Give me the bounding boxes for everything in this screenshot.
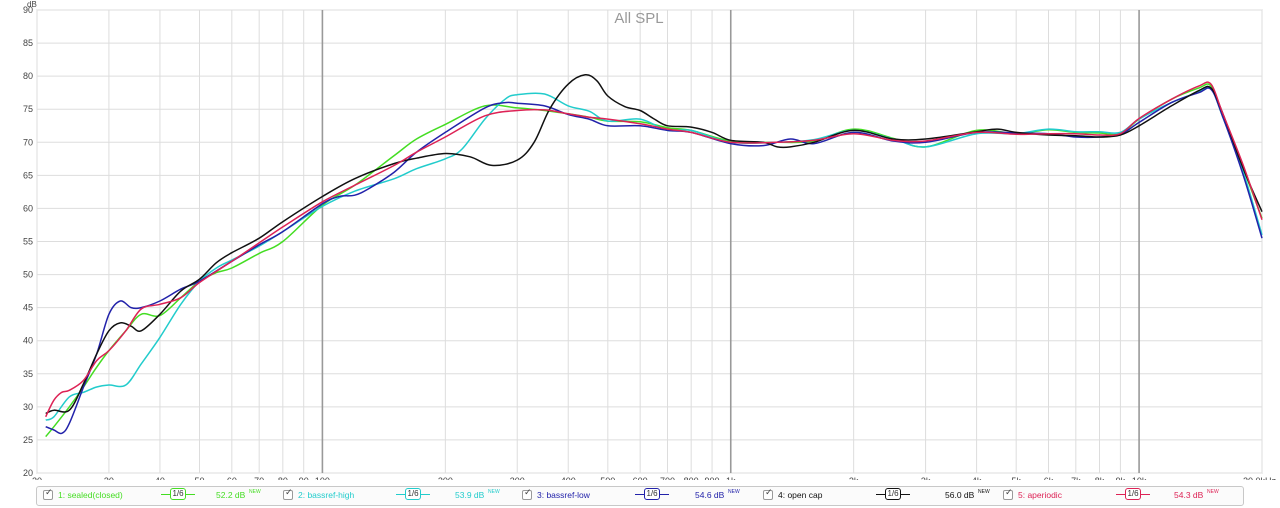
x-tick-label: 9k — [1116, 476, 1126, 480]
legend-level: 53.9 dB — [455, 490, 485, 500]
legend-item-open-cap: ✓ 4: open cap 1/6 56.0 dB NEW — [763, 487, 1003, 505]
x-tick-label: 40 — [155, 476, 165, 480]
visibility-checkbox[interactable]: ✓ — [283, 488, 293, 500]
smoothing-label: 1/6 — [170, 488, 186, 500]
legend-bar: ✓ 1: sealed(closed) 1/6 52.2 dB NEW ✓ 2:… — [36, 486, 1244, 506]
legend-new-tag: NEW — [1207, 489, 1219, 495]
smoothing-control[interactable]: 1/6 — [876, 487, 910, 503]
legend-series-name: 3: bassref-low — [537, 490, 590, 500]
x-tick-label: 30 — [104, 476, 114, 480]
legend-item-bassref-high: ✓ 2: bassref-high 1/6 53.9 dB NEW — [283, 487, 523, 505]
legend-item-sealed: ✓ 1: sealed(closed) 1/6 52.2 dB NEW — [43, 487, 283, 505]
x-tick-label: 80 — [278, 476, 288, 480]
y-tick-label: 50 — [23, 270, 33, 280]
x-tick-label: 900 — [705, 476, 720, 480]
series-line-5 — [45, 81, 1263, 418]
visibility-checkbox[interactable]: ✓ — [763, 488, 773, 500]
y-tick-label: 25 — [23, 435, 33, 445]
legend-level: 56.0 dB — [945, 490, 975, 500]
legend-item-aperiodic: ✓ 5: aperiodic 1/6 54.3 dB NEW — [1003, 487, 1243, 505]
x-tick-label: 200 — [438, 476, 453, 480]
spl-chart: 20 25 30 35 40 45 50 55 60 65 70 75 80 85 90 20 30 40 50 6… — [23, 0, 1277, 480]
legend-new-tag: NEW — [728, 489, 740, 495]
y-tick-label: 35 — [23, 369, 33, 379]
x-tick-label: 6k — [1044, 476, 1054, 480]
smoothing-label: 1/6 — [644, 488, 660, 500]
x-tick-label: 600 — [633, 476, 648, 480]
visibility-checkbox[interactable]: ✓ — [522, 488, 532, 500]
legend-series-name: 2: bassref-high — [298, 490, 355, 500]
legend-new-tag: NEW — [249, 489, 261, 495]
x-tick-label: 50 — [194, 476, 204, 480]
x-tick-label: 400 — [561, 476, 576, 480]
x-tick-labels: 20 30 40 50 60 70 80 90 100 200 300 400 500 600 700 800… — [32, 476, 1276, 480]
y-axis-label: dB — [27, 0, 37, 9]
legend-level: 54.6 dB — [695, 490, 725, 500]
legend-series-name: 1: sealed(closed) — [58, 490, 123, 500]
visibility-checkbox[interactable]: ✓ — [43, 488, 53, 500]
smoothing-control[interactable]: 1/6 — [161, 487, 195, 503]
series-line-2 — [45, 86, 1263, 421]
x-tick-label: 2k — [849, 476, 859, 480]
legend-new-tag: NEW — [978, 489, 990, 495]
series-line-3 — [45, 87, 1263, 435]
x-tick-label: 800 — [684, 476, 699, 480]
y-tick-label: 85 — [23, 38, 33, 48]
y-tick-label: 75 — [23, 104, 33, 114]
y-tick-label: 90 — [23, 5, 33, 15]
chart-title: All SPL — [614, 10, 663, 27]
y-tick-label: 60 — [23, 203, 33, 213]
smoothing-control[interactable]: 1/6 — [396, 487, 430, 503]
x-tick-label: 300 — [510, 476, 525, 480]
legend-level: 52.2 dB — [216, 490, 246, 500]
x-tick-label: 500 — [600, 476, 615, 480]
series-lines — [45, 74, 1263, 438]
smoothing-control[interactable]: 1/6 — [1116, 487, 1150, 503]
legend-new-tag: NEW — [488, 489, 500, 495]
x-tick-label: 90 — [299, 476, 309, 480]
y-tick-labels: 20 25 30 35 40 45 50 55 60 65 70 75 80 85 90 — [23, 5, 33, 478]
x-tick-label: 3k — [921, 476, 931, 480]
series-line-4 — [45, 74, 1263, 415]
legend-item-bassref-low: ✓ 3: bassref-low 1/6 54.6 dB NEW — [522, 487, 762, 505]
visibility-checkbox[interactable]: ✓ — [1003, 488, 1013, 500]
x-tick-label: 700 — [660, 476, 675, 480]
legend-series-name: 4: open cap — [778, 490, 823, 500]
x-tick-label: 5k — [1011, 476, 1021, 480]
legend-series-name: 5: aperiodic — [1018, 490, 1062, 500]
x-tick-label: 8k — [1095, 476, 1105, 480]
smoothing-control[interactable]: 1/6 — [635, 487, 669, 503]
x-tick-label: 60 — [227, 476, 237, 480]
y-tick-label: 70 — [23, 137, 33, 147]
x-tick-label: 20.0kHz — [1243, 476, 1277, 480]
x-tick-label: 7k — [1071, 476, 1081, 480]
y-tick-label: 40 — [23, 336, 33, 346]
y-tick-label: 45 — [23, 303, 33, 313]
y-tick-label: 30 — [23, 402, 33, 412]
x-tick-label: 1k — [726, 476, 736, 480]
x-tick-label: 100 — [315, 476, 330, 480]
legend-level: 54.3 dB — [1174, 490, 1204, 500]
x-tick-label: 70 — [254, 476, 264, 480]
x-tick-label: 20 — [32, 476, 42, 480]
smoothing-label: 1/6 — [1125, 488, 1141, 500]
y-tick-label: 20 — [23, 468, 33, 478]
y-tick-label: 55 — [23, 237, 33, 247]
grid-lines — [36, 9, 1263, 474]
y-tick-label: 80 — [23, 71, 33, 81]
x-tick-label: 4k — [972, 476, 982, 480]
smoothing-label: 1/6 — [885, 488, 901, 500]
y-tick-label: 65 — [23, 170, 33, 180]
x-tick-label: 10k — [1132, 476, 1147, 480]
smoothing-label: 1/6 — [405, 488, 421, 500]
